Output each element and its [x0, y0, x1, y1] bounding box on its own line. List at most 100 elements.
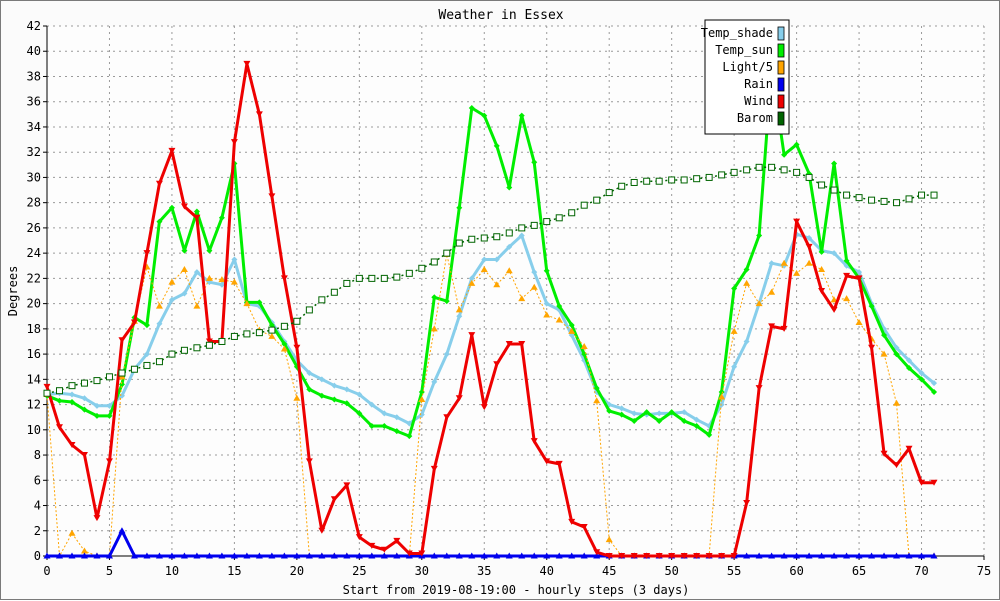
barom-point [605, 189, 613, 197]
light-5-point [755, 300, 763, 307]
rain-point [355, 552, 363, 559]
rain-point [805, 552, 813, 559]
temp-sun-point [181, 247, 188, 254]
wind-point [643, 553, 651, 559]
wind-point [693, 553, 701, 559]
temp-shade-point [506, 243, 513, 250]
barom-point [743, 166, 751, 174]
light-5-point [593, 397, 601, 404]
light-5-point [180, 266, 188, 273]
rain-point [743, 552, 751, 559]
barom-point [305, 306, 313, 314]
rain-point [518, 552, 526, 559]
barom-point [130, 365, 138, 373]
wind-point [518, 341, 526, 347]
light-5-point [418, 396, 426, 403]
wind-point [280, 275, 288, 282]
wind-point [80, 452, 88, 459]
temp-sun-point [331, 396, 338, 403]
wind-point [555, 460, 563, 467]
temp-shade-point [693, 416, 700, 423]
barom-point [855, 194, 863, 202]
legend-box [704, 19, 790, 135]
rain-point [868, 552, 876, 559]
light-5-point [743, 279, 751, 286]
temp-sun-line [46, 67, 936, 438]
light-5-point [718, 393, 726, 400]
light-5-point [580, 343, 588, 350]
temp-shade-point [218, 281, 225, 288]
light-5-point [218, 276, 226, 283]
y-tick-label: 40 [27, 44, 41, 58]
x-tick-label: 20 [290, 564, 304, 578]
wind-point [568, 518, 576, 525]
barom-point [693, 175, 701, 183]
rain-point [130, 552, 138, 559]
barom-point [905, 195, 913, 203]
temp-sun-point [618, 411, 625, 418]
temp-shade-point [918, 370, 925, 377]
y-tick-label: 12 [27, 398, 41, 412]
light-5-point [468, 279, 476, 286]
y-tick-label: 34 [27, 120, 41, 134]
y-tick-label: 8 [34, 448, 41, 462]
temp-sun-point [718, 388, 725, 395]
y-tick-label: 14 [27, 372, 41, 386]
barom-point [180, 346, 188, 354]
rain-point [918, 552, 926, 559]
barom-point [380, 274, 388, 282]
temp-shade-point [543, 300, 550, 307]
rain-point [318, 552, 326, 559]
series-wind [43, 60, 938, 559]
temp-shade-point [731, 363, 738, 370]
wind-point [830, 306, 838, 313]
barom-point [680, 176, 688, 184]
temp-sun-point [556, 303, 563, 310]
temp-shade-point [493, 256, 500, 263]
wind-point [305, 458, 313, 465]
temp-sun-point [356, 410, 363, 417]
barom-point [793, 168, 801, 176]
barom-point [468, 235, 476, 243]
temp-shade-point [806, 235, 813, 241]
barom-point [780, 166, 788, 174]
temp-shade-point [393, 414, 400, 421]
light-5-point [880, 350, 888, 357]
temp-shade-point [168, 296, 175, 303]
rain-point [580, 552, 588, 559]
rain-point [755, 552, 763, 559]
y-tick-label: 18 [27, 322, 41, 336]
wind-point [330, 496, 338, 503]
rain-point [193, 552, 201, 559]
legend-label-light-5: Light/5 [722, 60, 773, 74]
wind-point [405, 550, 413, 557]
light-5-point [893, 399, 901, 406]
temp-shade-point [931, 380, 938, 387]
barom-point [93, 377, 101, 385]
light-5-point [805, 259, 813, 266]
wind-point [43, 383, 51, 390]
temp-sun-point [931, 388, 938, 395]
rain-point [493, 552, 501, 559]
rain-point [593, 552, 601, 559]
barom-point [843, 191, 851, 199]
light-5-point [155, 302, 163, 309]
y-tick-label: 20 [27, 297, 41, 311]
rain-point [68, 552, 76, 559]
barom-point [343, 279, 351, 287]
barom-point [193, 344, 201, 352]
temp-sun-point [906, 364, 913, 371]
rain-point [330, 552, 338, 559]
wind-point [743, 500, 751, 506]
rain-point [243, 552, 251, 559]
temp-sun-point [93, 412, 100, 419]
temp-sun-point [781, 151, 788, 158]
legend-swatch-temp-sun [777, 43, 785, 58]
light-5-point [555, 316, 563, 323]
temp-sun-point [593, 385, 600, 392]
light-5-point [505, 267, 513, 274]
temp-sun-point [743, 266, 750, 273]
y-tick-label: 32 [27, 145, 41, 159]
barom-point [618, 182, 626, 190]
light-5-point [855, 319, 863, 326]
